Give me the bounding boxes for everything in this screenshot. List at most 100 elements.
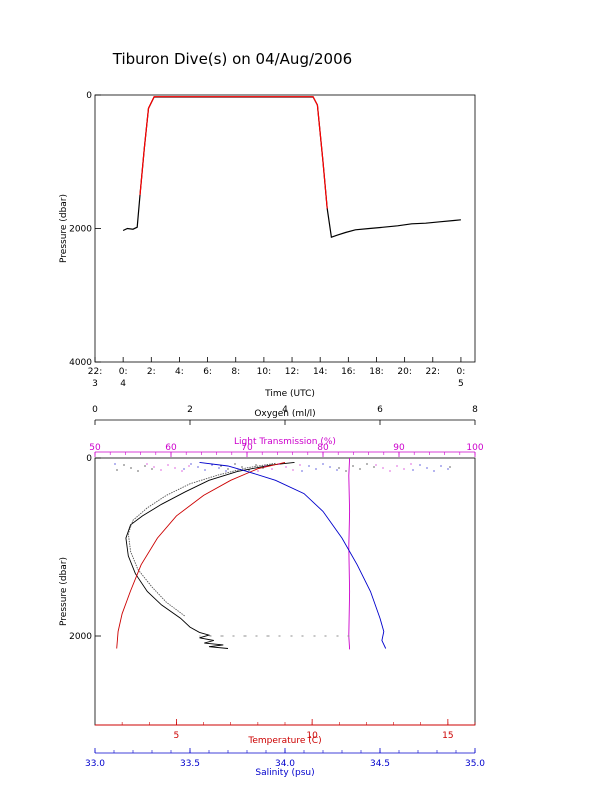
- axis-title-2: Temperature (C): [247, 736, 321, 746]
- x-tick-label: 12:: [285, 367, 299, 377]
- noise-dot: [264, 465, 266, 467]
- axis-tick-label: 60: [165, 443, 177, 453]
- x-tick-label-day: 4: [120, 379, 126, 389]
- noise-dot: [290, 635, 292, 637]
- axis-tick-label: 33.0: [85, 759, 105, 769]
- noise-dot: [199, 635, 201, 637]
- axis-tick-label: 8: [472, 405, 478, 415]
- axis-tick-label: 50: [89, 443, 101, 453]
- noise-dot: [313, 635, 315, 637]
- profile-series-4: [199, 461, 387, 649]
- noise-dot: [222, 635, 224, 637]
- plot-frame: [94, 94, 476, 363]
- noise-dot: [262, 467, 264, 469]
- axis-title-1: Light Transmission (%): [234, 437, 336, 447]
- chart-title: Tiburon Dive(s) on 04/Aug/2006: [112, 50, 353, 68]
- noise-dot: [352, 465, 354, 467]
- axis-tick-label: 70: [241, 443, 253, 453]
- axis-tick-label: 33.5: [180, 759, 200, 769]
- x-tick-label: 10:: [257, 367, 271, 377]
- noise-dot: [183, 468, 185, 470]
- noise-dot: [123, 464, 125, 466]
- noise-dot: [190, 463, 192, 465]
- noise-dot: [266, 635, 268, 637]
- noise-dot: [244, 635, 246, 637]
- noise-dot: [447, 468, 449, 470]
- noise-dot: [322, 463, 324, 465]
- axis-tick-label: 100: [466, 443, 483, 453]
- noise-dot: [144, 465, 146, 467]
- noise-dot: [211, 464, 213, 466]
- axis-tick-label: 4: [282, 405, 288, 415]
- noise-dot: [232, 635, 234, 637]
- x-tick-label: 4:: [175, 367, 184, 377]
- noise-dot: [197, 466, 199, 468]
- noise-dot: [279, 635, 281, 637]
- axis-tick-label: 90: [393, 443, 405, 453]
- axis-title-0: Oxygen (ml/l): [254, 409, 315, 419]
- profile-series-2: [348, 457, 351, 650]
- noise-dot: [268, 635, 270, 637]
- noise-dot: [271, 468, 273, 470]
- noise-dot: [301, 470, 303, 472]
- noise-dot: [114, 463, 116, 465]
- axis-tick-label: 0: [92, 405, 98, 415]
- noise-dot: [167, 464, 169, 466]
- noise-dot: [337, 635, 339, 637]
- noise-dot: [359, 468, 361, 470]
- x-tick-label: 8:: [231, 367, 240, 377]
- noise-dot: [412, 469, 414, 471]
- noise-dot: [255, 464, 257, 466]
- noise-dot: [234, 463, 236, 465]
- y-tick-label: 0: [86, 91, 92, 101]
- noise-dot: [440, 465, 442, 467]
- noise-dot: [241, 466, 243, 468]
- noise-dot: [426, 467, 428, 469]
- noise-dot: [348, 635, 350, 637]
- noise-dot: [218, 467, 220, 469]
- noise-dot: [403, 468, 405, 470]
- noise-dot: [151, 468, 153, 470]
- noise-dot: [345, 470, 347, 472]
- x-tick-label: 22:: [426, 367, 440, 377]
- noise-dot: [146, 463, 148, 465]
- noise-dot: [233, 635, 235, 637]
- x-axis-label: Time (UTC): [264, 389, 315, 399]
- noise-dot: [278, 635, 280, 637]
- noise-dot: [204, 469, 206, 471]
- axis-tick-label: 34.0: [275, 759, 295, 769]
- scatter-noise: [114, 463, 451, 637]
- x-tick-label: 0:: [457, 367, 466, 377]
- noise-dot: [292, 469, 294, 471]
- y-tick-label: 0: [86, 454, 92, 464]
- noise-dot: [221, 635, 223, 637]
- profile-series-1: [127, 462, 276, 617]
- noise-dot: [285, 466, 287, 468]
- axis-tick-label: 10: [306, 731, 318, 741]
- axis-tick-label: 35.0: [465, 759, 485, 769]
- noise-dot: [336, 469, 338, 471]
- noise-dot: [324, 635, 326, 637]
- y-tick-label: 4000: [69, 358, 92, 368]
- noise-dot: [315, 468, 317, 470]
- series-line-0: [122, 96, 461, 239]
- noise-dot: [256, 635, 258, 637]
- y-tick-label: 2000: [69, 225, 92, 235]
- noise-dot: [375, 464, 377, 466]
- noise-dot: [338, 467, 340, 469]
- x-tick-label: 20:: [397, 367, 411, 377]
- noise-dot: [419, 464, 421, 466]
- noise-dot: [257, 470, 259, 472]
- noise-dot: [336, 635, 338, 637]
- noise-dot: [137, 470, 139, 472]
- noise-dot: [220, 465, 222, 467]
- noise-dot: [410, 463, 412, 465]
- noise-dot: [278, 463, 280, 465]
- noise-dot: [329, 466, 331, 468]
- noise-dot: [396, 465, 398, 467]
- noise-dot: [389, 470, 391, 472]
- axis-tick-label: 80: [317, 443, 329, 453]
